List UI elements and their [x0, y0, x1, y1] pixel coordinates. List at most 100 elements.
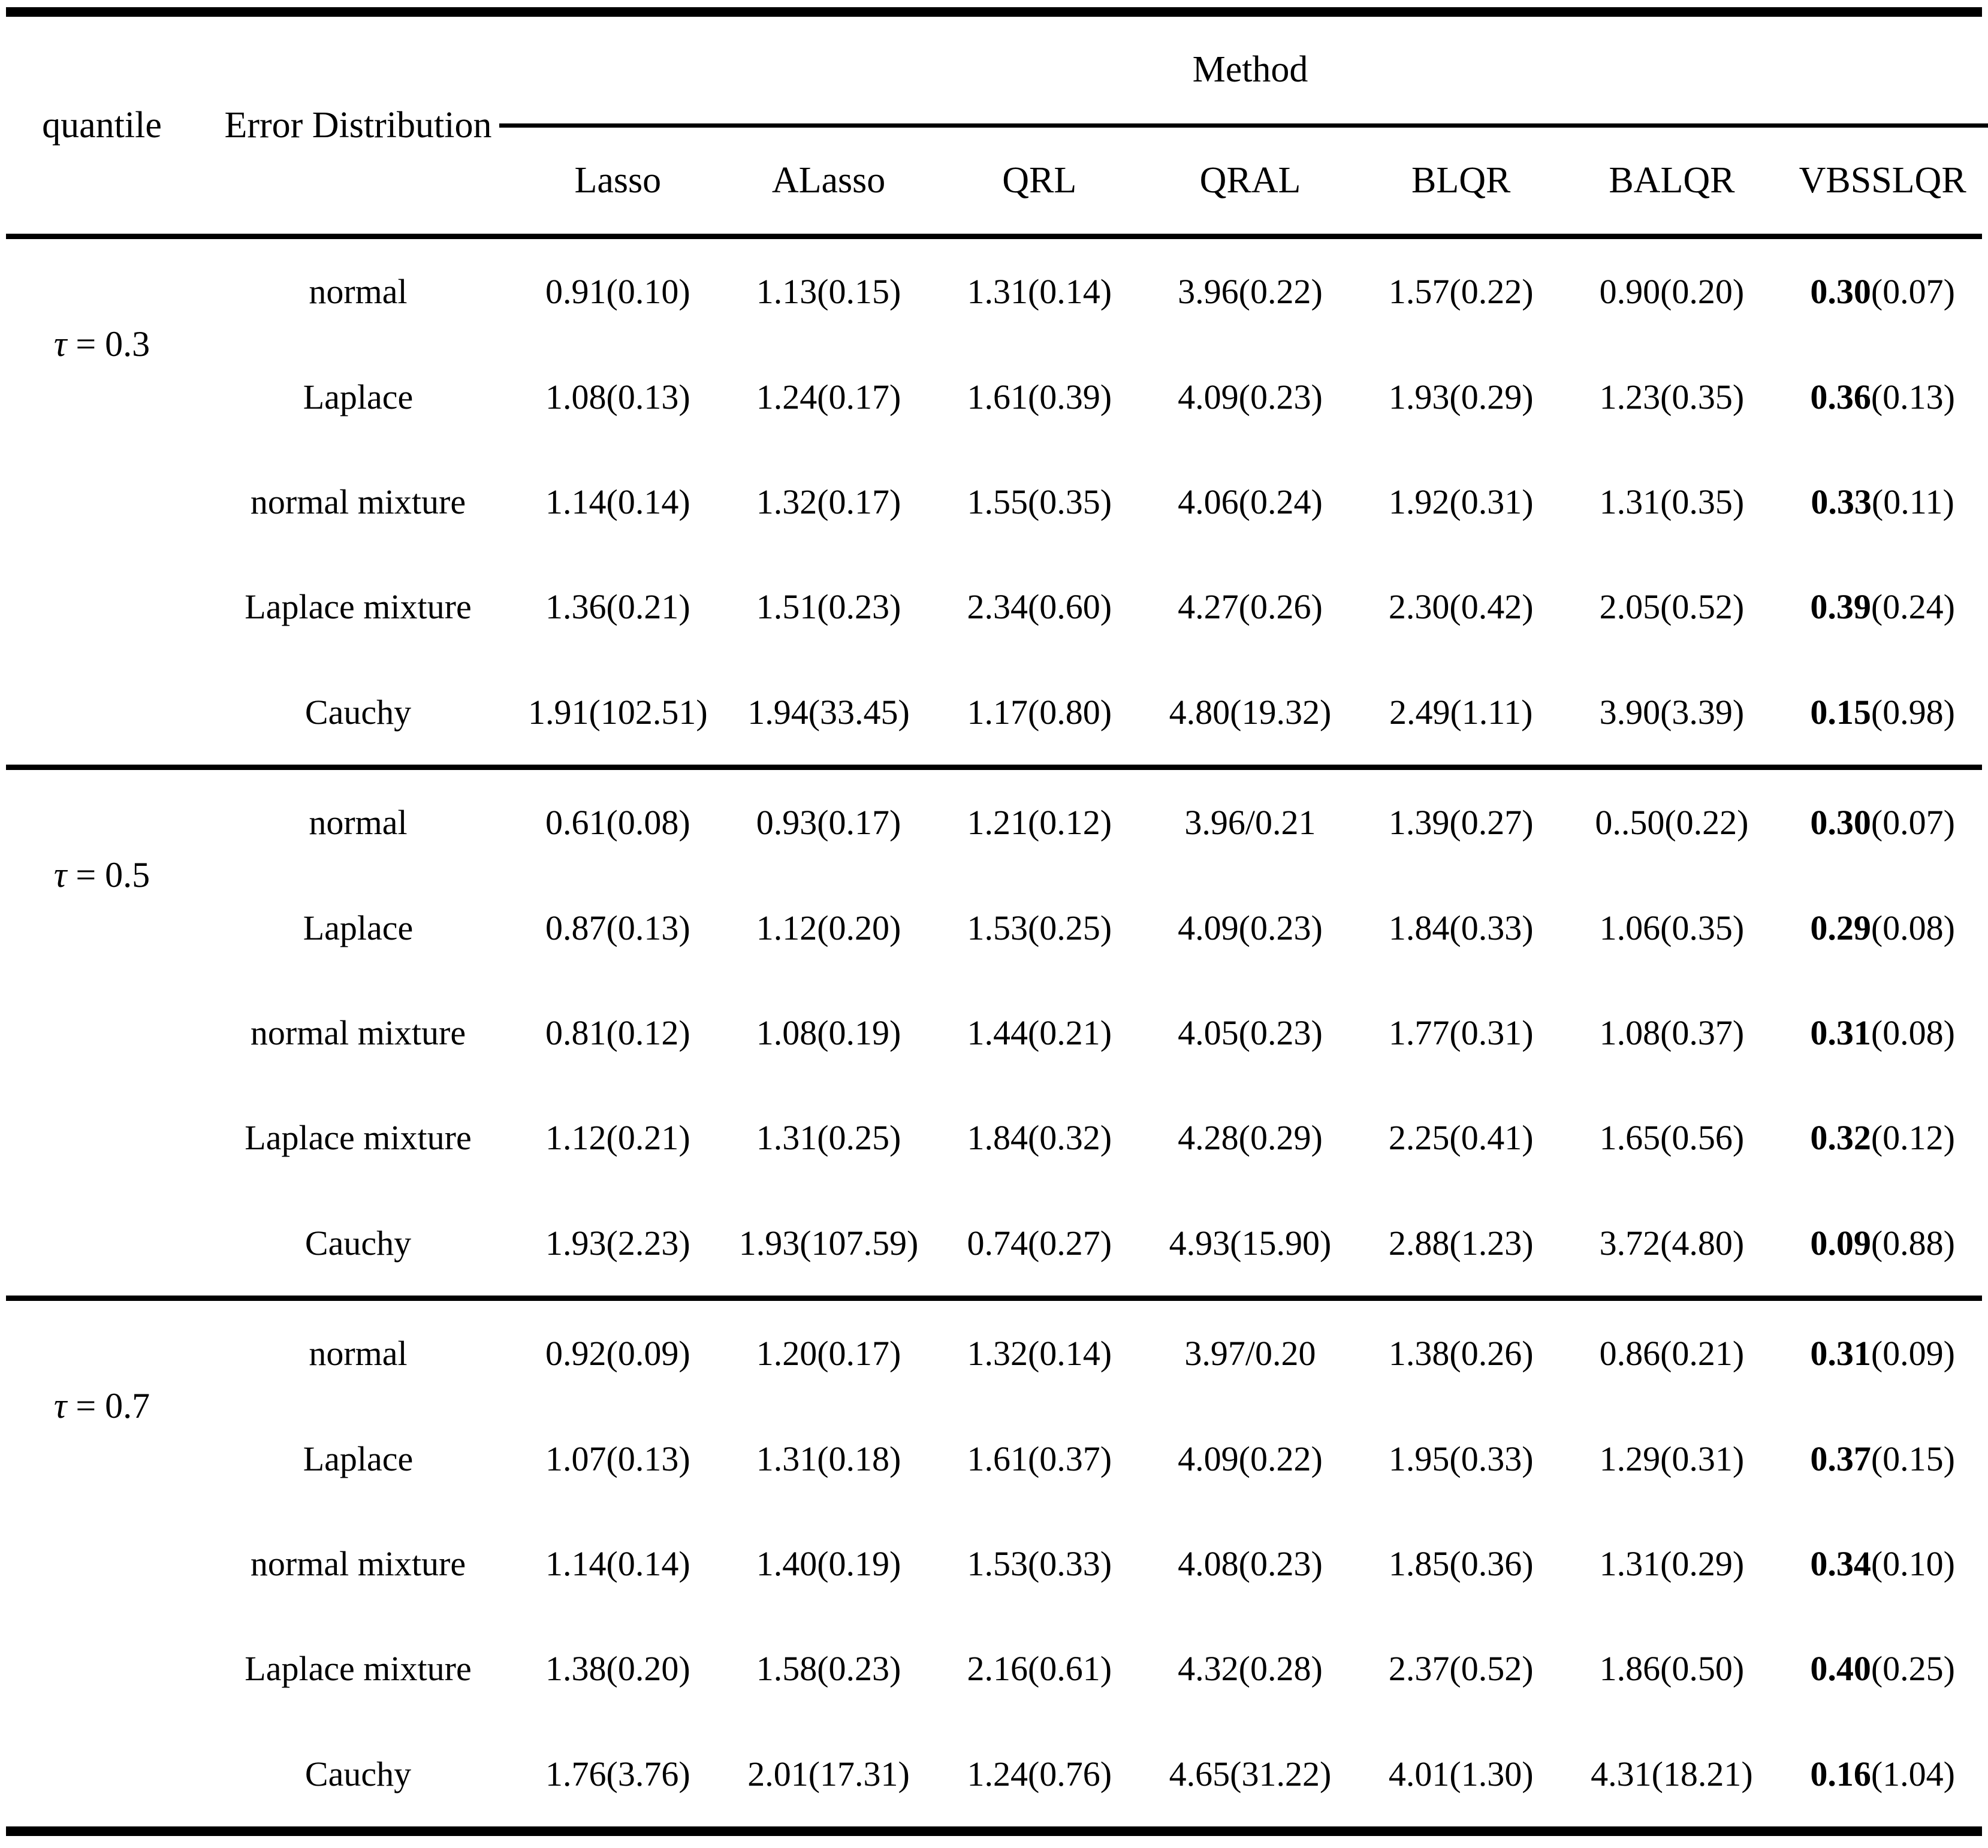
- value-cell-blqr: 1.85(0.36): [1388, 1544, 1534, 1584]
- value-cell-alasso: 1.20(0.17): [756, 1334, 901, 1373]
- value-cell-alasso: 1.32(0.17): [756, 482, 901, 522]
- value-cell-blqr: 1.93(0.29): [1388, 377, 1534, 416]
- value-cell-qrl: 1.61(0.39): [967, 377, 1112, 416]
- value-cell-blqr: 1.57(0.22): [1388, 272, 1534, 312]
- value-cell-qral: 4.93(15.90): [1169, 1223, 1332, 1263]
- error-distribution-cell: Laplace mixture: [245, 1649, 472, 1689]
- table-row: Laplace mixture 1.12(0.21) 1.31(0.25) 1.84(…: [0, 1085, 1988, 1190]
- value-cell-lasso: 1.08(0.13): [545, 377, 690, 416]
- best-value: 0.34: [1810, 1544, 1871, 1584]
- method-title-wrap: Method: [512, 17, 1988, 123]
- best-value: 0.31: [1810, 1334, 1871, 1373]
- error-distribution-cell: normal mixture: [250, 1544, 466, 1584]
- value-cell-alasso: 2.01(17.31): [747, 1754, 910, 1793]
- best-value: 0.37: [1810, 1439, 1871, 1478]
- value-cell-blqr: 2.88(1.23): [1388, 1223, 1534, 1263]
- best-value: 0.16: [1810, 1754, 1871, 1793]
- value-cell-qral: 4.09(0.22): [1178, 1439, 1323, 1478]
- best-value: 0.29: [1810, 908, 1871, 947]
- value-cell-blqr: 4.01(1.30): [1388, 1754, 1534, 1793]
- value-cell-lasso: 1.91(102.51): [528, 692, 708, 732]
- value-cell-qrl: 2.34(0.60): [967, 587, 1112, 627]
- value-cell-vbsslqr: 0.31(0.08): [1810, 1013, 1955, 1053]
- value-cell-balqr: 1.23(0.35): [1599, 377, 1745, 416]
- value-cell-alasso: 1.31(0.25): [756, 1118, 901, 1158]
- value-cell-qrl: 1.84(0.32): [967, 1118, 1112, 1158]
- value-cell-qrl: 0.74(0.27): [967, 1223, 1112, 1263]
- table-row: Cauchy 1.76(3.76) 2.01(17.31) 1.24(0.76) 4.6…: [0, 1722, 1988, 1826]
- method-col-header-alasso: ALasso: [771, 159, 886, 201]
- value-cell-qral: 4.06(0.24): [1178, 482, 1323, 522]
- value-cell-qrl: 1.21(0.12): [967, 803, 1112, 843]
- value-cell-balqr: 1.31(0.35): [1599, 482, 1745, 522]
- top-rule: [6, 7, 1982, 17]
- header-rule: [6, 234, 1982, 239]
- method-col-header-balqr: BALQR: [1609, 159, 1735, 201]
- value-cell-lasso: 1.14(0.14): [545, 482, 690, 522]
- value-cell-alasso: 1.08(0.19): [756, 1013, 901, 1053]
- value-cell-alasso: 1.94(33.45): [747, 692, 910, 732]
- best-value: 0.30: [1810, 803, 1871, 843]
- value-cell-balqr: 1.08(0.37): [1599, 1013, 1745, 1053]
- quantile-group-1: τ = 0.3 normal 0.91(0.10) 1.13(0.15) 1.31(0.…: [0, 239, 1988, 765]
- value-cell-blqr: 2.49(1.11): [1389, 692, 1533, 732]
- value-cell-blqr: 1.39(0.27): [1388, 803, 1534, 843]
- quantile-group-3: τ = 0.7 normal 0.92(0.09) 1.20(0.17) 1.32(0.…: [0, 1301, 1988, 1826]
- value-cell-qral: 4.09(0.23): [1178, 377, 1323, 416]
- value-cell-qral: 4.27(0.26): [1178, 587, 1323, 627]
- value-cell-lasso: 0.92(0.09): [545, 1334, 690, 1373]
- value-cell-qrl: 1.61(0.37): [967, 1439, 1112, 1478]
- value-cell-vbsslqr: 0.09(0.88): [1810, 1223, 1955, 1263]
- error-distribution-cell: normal: [309, 803, 408, 843]
- table-header: quantile Error Distribution Method Lasso…: [0, 17, 1988, 234]
- table-row: Cauchy 1.93(2.23) 1.93(107.59) 0.74(0.27) 4.…: [0, 1191, 1988, 1296]
- value-cell-lasso: 1.76(3.76): [545, 1754, 690, 1793]
- value-cell-alasso: 1.58(0.23): [756, 1649, 901, 1689]
- error-distribution-cell: Cauchy: [304, 1223, 412, 1263]
- value-cell-qrl: 1.53(0.25): [967, 908, 1112, 947]
- error-distribution-cell: normal: [309, 1334, 408, 1373]
- value-cell-qral: 4.32(0.28): [1178, 1649, 1323, 1689]
- value-cell-qral: 4.80(19.32): [1169, 692, 1332, 732]
- table-row: Laplace 1.08(0.13) 1.24(0.17) 1.61(0.39) 4.0…: [0, 344, 1988, 449]
- value-cell-alasso: 1.51(0.23): [756, 587, 901, 627]
- bottom-rule: [6, 1826, 1982, 1836]
- value-cell-balqr: 3.72(4.80): [1599, 1223, 1745, 1263]
- value-cell-lasso: 1.14(0.14): [545, 1544, 690, 1584]
- value-cell-balqr: 1.06(0.35): [1599, 908, 1745, 947]
- value-cell-qral: 3.96(0.22): [1178, 272, 1323, 312]
- quantile-label: τ = 0.3: [53, 324, 150, 364]
- value-cell-alasso: 1.40(0.19): [756, 1544, 901, 1584]
- value-cell-qral: 4.65(31.22): [1169, 1754, 1332, 1793]
- value-cell-balqr: 0.90(0.20): [1599, 272, 1745, 312]
- value-cell-lasso: 0.91(0.10): [545, 272, 690, 312]
- value-cell-vbsslqr: 0.31(0.09): [1810, 1334, 1955, 1373]
- best-value: 0.30: [1810, 272, 1871, 312]
- error-distribution-cell: Laplace: [303, 908, 414, 947]
- error-distribution-cell: normal mixture: [250, 482, 466, 522]
- error-distribution-cell: normal: [309, 272, 408, 312]
- value-cell-vbsslqr: 0.30(0.07): [1810, 803, 1955, 843]
- value-cell-qrl: 1.24(0.76): [967, 1754, 1112, 1793]
- value-cell-alasso: 1.12(0.20): [756, 908, 901, 947]
- value-cell-lasso: 1.12(0.21): [545, 1118, 690, 1158]
- table-row: Laplace mixture 1.38(0.20) 1.58(0.23) 2.16(…: [0, 1616, 1988, 1721]
- table-row: normal mixture 1.14(0.14) 1.32(0.17) 1.55(0…: [0, 449, 1988, 554]
- value-cell-vbsslqr: 0.29(0.08): [1810, 908, 1955, 947]
- table-row: normal 0.92(0.09) 1.20(0.17) 1.32(0.14) 3.97…: [0, 1301, 1988, 1406]
- value-cell-alasso: 0.93(0.17): [756, 803, 901, 843]
- method-col-header-qral: QRAL: [1199, 159, 1301, 201]
- best-value: 0.31: [1810, 1013, 1871, 1053]
- error-distribution-cell: Laplace mixture: [245, 1118, 472, 1158]
- method-header-area: Method Lasso ALasso QRL QRAL BLQR BALQR VBSSLQ…: [499, 17, 1988, 234]
- table-row: normal 0.91(0.10) 1.13(0.15) 1.31(0.14) 3.96…: [0, 239, 1988, 344]
- value-cell-vbsslqr: 0.39(0.24): [1810, 587, 1955, 627]
- value-cell-qral: 4.08(0.23): [1178, 1544, 1323, 1584]
- quantile-column-header: quantile: [42, 104, 162, 146]
- table-row: Laplace 0.87(0.13) 1.12(0.20) 1.53(0.25) 4.0…: [0, 875, 1988, 980]
- best-value: 0.36: [1810, 377, 1871, 416]
- value-cell-vbsslqr: 0.33(0.11): [1811, 482, 1954, 522]
- error-distribution-cell: Laplace: [303, 1439, 414, 1478]
- value-cell-vbsslqr: 0.15(0.98): [1810, 692, 1955, 732]
